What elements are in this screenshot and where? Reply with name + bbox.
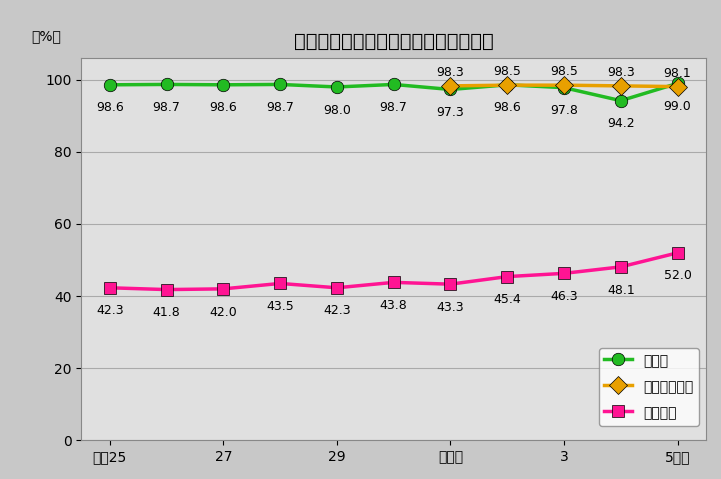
Text: （%）: （%） [31,29,61,43]
Text: 98.5: 98.5 [493,65,521,78]
高等学校 [332,285,341,291]
高等学校 [389,279,398,285]
中学校 [275,81,284,87]
Text: 43.3: 43.3 [437,301,464,314]
Text: 98.7: 98.7 [380,101,407,114]
義務教育学校 [503,82,512,88]
Text: 48.1: 48.1 [607,284,634,297]
Text: 99.0: 99.0 [664,100,691,113]
Text: 42.0: 42.0 [209,306,237,319]
義務教育学校 [446,83,455,89]
Text: 42.3: 42.3 [96,305,123,318]
Legend: 中学校, 義務教育学校, 高等学校: 中学校, 義務教育学校, 高等学校 [599,348,699,426]
高等学校 [446,281,455,287]
Text: 98.0: 98.0 [323,103,351,116]
Text: 97.3: 97.3 [437,106,464,119]
中学校 [673,80,682,86]
Text: 98.3: 98.3 [437,66,464,79]
高等学校 [275,281,284,286]
Text: 43.5: 43.5 [266,300,294,313]
義務教育学校 [616,83,625,89]
Text: 98.5: 98.5 [550,65,578,78]
中学校 [332,84,341,90]
中学校 [616,98,625,103]
中学校 [389,81,398,87]
高等学校 [162,287,171,293]
Text: 98.7: 98.7 [153,101,180,114]
Text: 43.8: 43.8 [380,299,407,312]
Text: 42.3: 42.3 [323,305,350,318]
高等学校 [559,271,568,276]
Text: 46.3: 46.3 [550,290,578,303]
Text: 98.1: 98.1 [664,67,691,80]
中学校 [559,85,568,91]
高等学校 [503,274,512,279]
義務教育学校 [559,82,568,88]
中学校 [446,87,455,92]
中学校 [162,81,171,87]
Text: 52.0: 52.0 [663,270,691,283]
Text: 94.2: 94.2 [607,117,634,130]
Title: 学校卒業者の進学率の推移（鳥取県）: 学校卒業者の進学率の推移（鳥取県） [293,32,494,51]
高等学校 [219,286,228,292]
中学校 [503,82,512,88]
Text: 41.8: 41.8 [153,306,180,319]
Line: 高等学校: 高等学校 [104,247,684,295]
中学校 [105,82,114,88]
Text: 98.6: 98.6 [96,102,123,114]
Text: 97.8: 97.8 [550,104,578,117]
高等学校 [616,264,625,270]
Text: 98.3: 98.3 [607,66,634,79]
Line: 中学校: 中学校 [104,77,684,107]
高等学校 [673,250,682,256]
Text: 98.6: 98.6 [493,102,521,114]
Line: 義務教育学校: 義務教育学校 [444,79,684,93]
義務教育学校 [673,84,682,90]
Text: 98.6: 98.6 [209,102,237,114]
中学校 [219,82,228,88]
Text: 45.4: 45.4 [493,293,521,306]
Text: 98.7: 98.7 [266,101,294,114]
高等学校 [105,285,114,291]
